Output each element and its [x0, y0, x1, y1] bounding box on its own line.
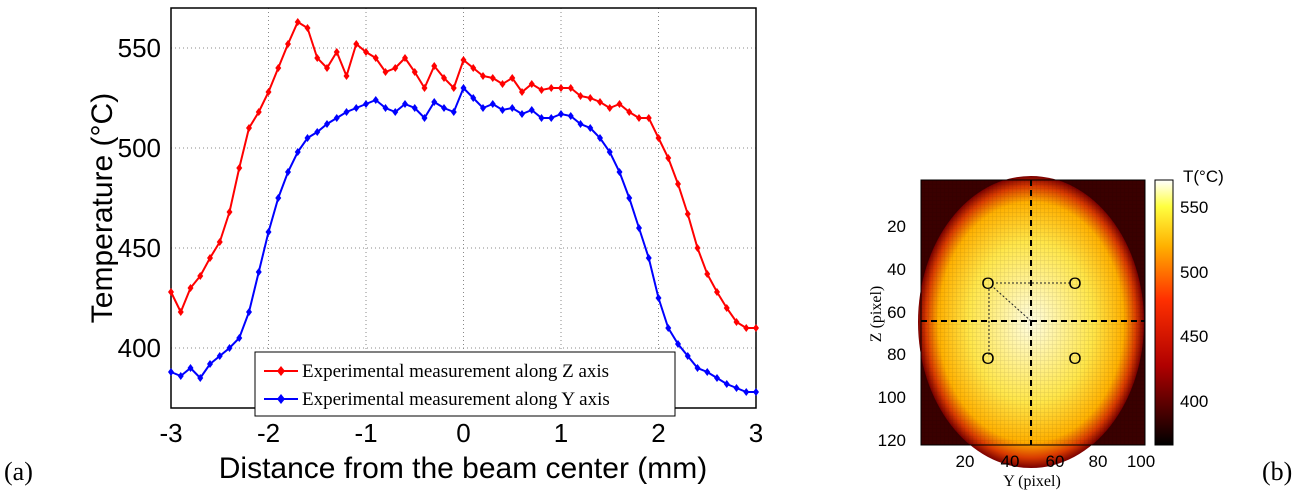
x-tick-labels: -3 -2 -1 0 1 2 3 — [159, 418, 763, 448]
heatmap-pixel-grid — [921, 180, 1145, 445]
heatmap-y-tick: 80 — [887, 345, 906, 364]
grid-lines — [171, 8, 756, 408]
data-point — [353, 104, 359, 112]
colorbar-tick: 500 — [1180, 263, 1208, 282]
data-point — [587, 94, 593, 102]
y-tick-label: 550 — [118, 33, 161, 63]
data-point — [500, 106, 506, 114]
data-point — [636, 224, 642, 232]
series-line-z — [171, 22, 756, 328]
data-point — [363, 100, 369, 108]
x-axis-label: Distance from the beam center (mm) — [219, 452, 707, 485]
legend-label-z: Experimental measurement along Z axis — [302, 361, 609, 382]
heatmap-marker: O — [1068, 349, 1081, 368]
x-tick-label: 2 — [651, 418, 665, 448]
data-point — [685, 210, 691, 218]
colorbar — [1155, 180, 1173, 445]
heatmap-y-tick: 60 — [887, 303, 906, 322]
heatmap-marker: O — [981, 274, 994, 293]
heatmap-y-tick: 100 — [878, 388, 906, 407]
series-group — [168, 18, 759, 396]
data-point — [714, 374, 720, 382]
data-point — [743, 324, 749, 332]
data-point — [490, 74, 496, 82]
data-point — [539, 86, 545, 94]
panel-label-b: (b) — [1262, 457, 1292, 486]
colorbar-tick: 450 — [1180, 327, 1208, 346]
x-tick-label: 3 — [749, 418, 763, 448]
legend-label-y: Experimental measurement along Y axis — [302, 389, 610, 410]
data-point — [636, 114, 642, 122]
data-point — [607, 104, 613, 112]
y-tick-labels: 400 450 500 550 — [118, 33, 161, 363]
x-tick-label: -1 — [354, 418, 377, 448]
colorbar-tick: 400 — [1180, 392, 1208, 411]
heatmap-y-label: Z (pixel) — [868, 286, 885, 342]
x-tick-label: -3 — [159, 418, 182, 448]
data-point — [656, 294, 662, 302]
data-point — [256, 268, 262, 276]
heatmap-x-tick: 20 — [956, 452, 975, 471]
data-point — [509, 104, 515, 112]
heatmap-x-tick: 60 — [1046, 452, 1065, 471]
data-point — [753, 388, 759, 396]
data-point — [227, 208, 233, 216]
data-point — [558, 110, 564, 118]
data-point — [519, 110, 525, 118]
heatmap-y-tick: 20 — [887, 217, 906, 236]
data-point — [548, 84, 554, 92]
colorbar-tick: 550 — [1180, 198, 1208, 217]
data-point — [753, 324, 759, 332]
colorbar-label: T(°C) — [1183, 167, 1224, 186]
y-tick-label: 500 — [118, 133, 161, 163]
data-point — [334, 114, 340, 122]
data-point — [558, 84, 564, 92]
data-point — [734, 384, 740, 392]
data-point — [236, 164, 242, 172]
data-point — [724, 380, 730, 388]
panel-label-a: (a) — [4, 457, 33, 486]
data-point — [266, 228, 272, 236]
x-tick-label: 0 — [456, 418, 470, 448]
data-point — [441, 104, 447, 112]
heatmap-y-tick: 40 — [887, 260, 906, 279]
x-tick-label: 1 — [554, 418, 568, 448]
x-tick-label: -2 — [257, 418, 280, 448]
data-point — [168, 368, 174, 376]
heatmap-x-tick: 80 — [1089, 452, 1108, 471]
data-point — [305, 24, 311, 32]
data-point — [646, 254, 652, 262]
data-point — [500, 80, 506, 88]
data-point — [743, 388, 749, 396]
heatmap-y-tick: 120 — [878, 431, 906, 450]
y-axis-label: Temperature (°C) — [86, 93, 119, 323]
heatmap-x-label: Y (pixel) — [1003, 473, 1061, 490]
data-point — [344, 108, 350, 116]
data-point — [704, 368, 710, 376]
heatmap-chart: O O O O 20 40 60 80 100 120 20 40 60 80 … — [868, 167, 1224, 490]
y-tick-label: 450 — [118, 233, 161, 263]
legend: Experimental measurement along Z axis Ex… — [255, 352, 675, 416]
line-chart: -3 -2 -1 0 1 2 3 400 450 500 550 Distance from th… — [86, 8, 763, 485]
data-point — [597, 98, 603, 106]
data-point — [490, 100, 496, 108]
heatmap-x-tick: 100 — [1127, 452, 1155, 471]
data-point — [548, 114, 554, 122]
heatmap-marker: O — [981, 349, 994, 368]
y-tick-label: 400 — [118, 333, 161, 363]
heatmap-marker: O — [1068, 274, 1081, 293]
heatmap-x-tick: 40 — [1001, 452, 1020, 471]
